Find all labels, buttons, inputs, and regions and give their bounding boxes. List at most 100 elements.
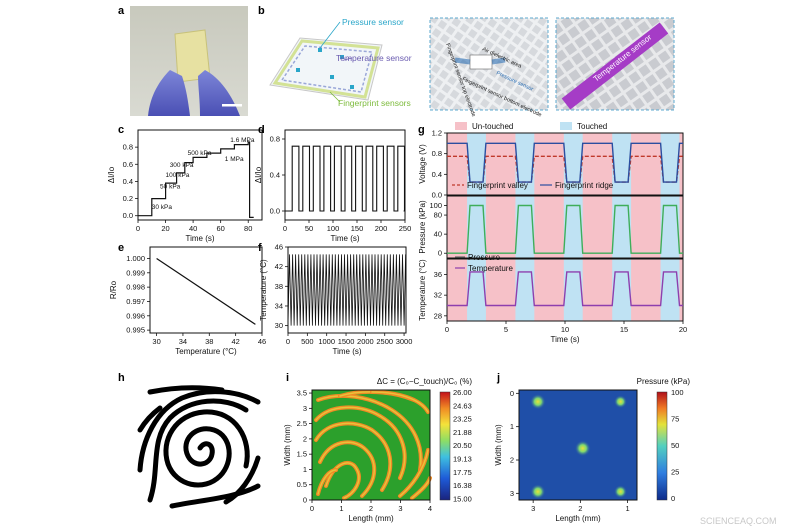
plot-frame xyxy=(518,389,638,501)
y-tick-label: 34 xyxy=(275,301,283,310)
x-tick-label: 3000 xyxy=(396,337,413,346)
colorbar-tick-label: 23.25 xyxy=(453,415,472,424)
x-tick-label: 3 xyxy=(531,504,535,513)
y-axis-label: Pressure (kPa) xyxy=(418,200,427,254)
y-axis-label: Temperature (°C) xyxy=(259,259,268,321)
x-axis-label: Length (mm) xyxy=(348,514,394,523)
pressure-spot xyxy=(571,437,595,460)
pressure-annotation: 1 MPa xyxy=(225,156,244,163)
x-tick-label: 2000 xyxy=(357,337,374,346)
fingerprint-ridge xyxy=(147,398,249,503)
x-tick-label: 15 xyxy=(620,325,628,334)
touched-band xyxy=(467,133,486,321)
fingerprint-ridge xyxy=(223,455,261,505)
x-tick-label: 10 xyxy=(561,325,569,334)
y-tick-label: 0.2 xyxy=(123,194,133,203)
y-tick-label: 0.997 xyxy=(126,297,145,306)
y-tick-label: 0.8 xyxy=(432,149,442,158)
heatmap-ridge-core xyxy=(399,449,429,497)
panel-label-j: j xyxy=(496,372,500,384)
x-tick-label: 5 xyxy=(504,325,508,334)
x-axis-label: Temperature (°C) xyxy=(175,347,237,356)
pressure-sensor-dot xyxy=(318,48,322,52)
label-temperature-sensor: Temperature sensor xyxy=(336,53,412,63)
x-tick-label: 0 xyxy=(310,504,314,513)
legend-untouched-label: Un-touched xyxy=(472,122,513,131)
panel-label-h: h xyxy=(118,372,125,384)
colorbar-tick-label: 100 xyxy=(671,388,684,397)
y-tick-label: 0.995 xyxy=(126,326,145,335)
pressure-spot xyxy=(611,482,630,501)
legend-untouched-swatch xyxy=(455,122,467,130)
y-tick-label: 42 xyxy=(275,262,283,271)
x-tick-label: 4 xyxy=(428,504,432,513)
heatmap-ridge-core xyxy=(371,391,429,413)
y-tick-label: 2 xyxy=(303,434,307,443)
x-tick-label: 0 xyxy=(283,224,287,233)
x-tick-label: 50 xyxy=(305,224,313,233)
y-tick-label: 0.0 xyxy=(432,191,442,200)
y-tick-label: 30 xyxy=(275,321,283,330)
fingerprint-ridge xyxy=(137,405,163,433)
panel-label-b: b xyxy=(258,5,265,17)
x-tick-label: 46 xyxy=(258,337,266,346)
touched-band xyxy=(563,133,583,321)
x-tick-label: 20 xyxy=(161,224,169,233)
watermark: SCIENCEAQ.COM xyxy=(700,516,777,526)
y-tick-label: 0.998 xyxy=(126,283,145,292)
x-axis-label: Time (s) xyxy=(332,347,361,356)
legend-valley-label: Fingerprint valley xyxy=(467,181,528,190)
colorbar xyxy=(439,391,451,501)
y-tick-label: 28 xyxy=(434,311,442,320)
colorbar-tick-label: 75 xyxy=(671,415,679,424)
x-tick-label: 150 xyxy=(351,224,364,233)
y-tick-label: 38 xyxy=(275,282,283,291)
pressure-annotation: 500 kPa xyxy=(188,150,212,157)
y-tick-label: 0.5 xyxy=(297,480,307,489)
panel-label-e: e xyxy=(118,242,124,254)
x-tick-label: 0 xyxy=(286,337,290,346)
colorbar-tick-label: 50 xyxy=(671,441,679,450)
y-tick-label: 1 xyxy=(303,465,307,474)
y-tick-label: 1.000 xyxy=(126,254,145,263)
x-tick-label: 0 xyxy=(445,325,449,334)
heatmap-ridge-core xyxy=(315,406,406,479)
x-axis-label: Time (s) xyxy=(330,234,359,243)
y-tick-label: 0.999 xyxy=(126,268,145,277)
x-tick-label: 500 xyxy=(301,337,314,346)
y-axis-label: Voltage (V) xyxy=(418,144,427,184)
x-axis-label: Time (s) xyxy=(185,234,214,243)
pressure-sensor-dot xyxy=(350,85,354,89)
y-tick-label: 40 xyxy=(434,230,442,239)
y-tick-label: 100 xyxy=(429,201,442,210)
y-tick-label: 0 xyxy=(303,496,307,505)
panel-b-schematic: Pressure sensor Temperature sensor Finge… xyxy=(269,17,675,119)
y-tick-label: 0.996 xyxy=(126,311,145,320)
x-tick-label: 1 xyxy=(339,504,343,513)
y-tick-label: 1.2 xyxy=(432,129,442,138)
fingerprint-array-border xyxy=(272,39,380,99)
heatmap-ridge-core xyxy=(411,477,431,499)
y-tick-label: 80 xyxy=(434,211,442,220)
y-axis-label: Temperature (°C) xyxy=(418,259,427,321)
y-tick-label: 0.4 xyxy=(270,171,280,180)
label-pressure-sensor: Pressure sensor xyxy=(342,17,404,27)
legend-temperature-label: Temperature xyxy=(468,264,513,273)
panel-e-chart: 30 34 38 42 46 1.000 0.999 0.998 0.997 0.996 0.995… xyxy=(109,246,266,356)
y-tick-label: 36 xyxy=(434,270,442,279)
touched-band xyxy=(515,133,535,321)
panel-d-chart: 0 50 100 150 200 250 0.0 0.4 0.8 Time (s) ΔI/Io xyxy=(254,129,411,243)
colorbar-tick-label: 15.00 xyxy=(453,494,472,503)
pressure-annotation: 50 kPa xyxy=(160,183,181,190)
y-tick-label: 32 xyxy=(434,291,442,300)
x-tick-label: 20 xyxy=(679,325,687,334)
legend-pressure-label: Pressure xyxy=(468,253,501,262)
pressure-sensor-dot xyxy=(330,75,334,79)
colorbar-title: Pressure (kPa) xyxy=(637,377,691,386)
series-line-ridge xyxy=(447,142,683,183)
pressure-annotation: 30 kPa xyxy=(152,204,173,211)
x-tick-label: 200 xyxy=(375,224,388,233)
x-tick-label: 34 xyxy=(179,337,187,346)
heatmap-ridge-core xyxy=(315,422,391,491)
panel-c-chart: 0 20 40 60 80 0.0 0.2 0.4 0.6 0.8 30 kPa 50 kPa 100 … xyxy=(107,129,263,243)
